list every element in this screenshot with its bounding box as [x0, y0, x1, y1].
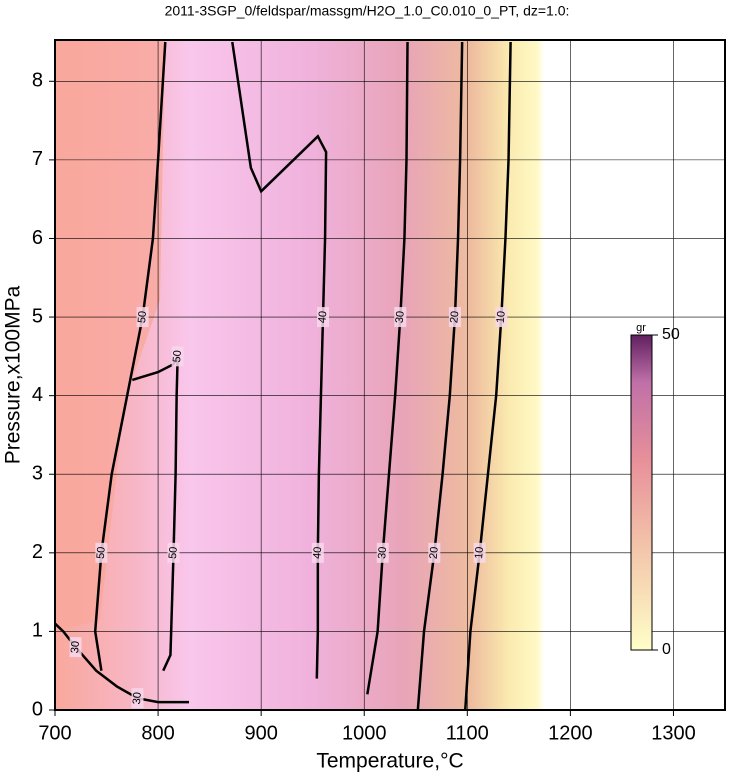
contour-label-bg — [448, 307, 461, 328]
contour-label: 50 — [136, 310, 149, 323]
contour-label-bg — [167, 542, 180, 563]
x-axis-label: Temperature,°C — [316, 750, 463, 773]
contour-line — [366, 41, 409, 695]
x-tick-label: 900 — [244, 722, 277, 744]
contour-label-bg — [376, 542, 389, 563]
contour-label: 50 — [171, 350, 184, 363]
contour-label: 40 — [316, 310, 329, 323]
contour-label: 10 — [473, 546, 486, 559]
contour-label-bg — [495, 307, 508, 328]
y-tick-label: 8 — [32, 70, 43, 92]
contour-label-bg — [473, 542, 486, 563]
contour-label: 30 — [69, 640, 82, 653]
contour-label: 30 — [131, 692, 144, 705]
x-tick-label: 1000 — [342, 722, 387, 744]
y-tick-label: 5 — [32, 305, 43, 327]
contour-line — [54, 622, 189, 704]
contour-label: 30 — [376, 546, 389, 559]
contour-line — [416, 41, 464, 711]
contour-label: 20 — [448, 310, 461, 323]
contour-line — [463, 41, 512, 711]
y-tick-label: 1 — [32, 620, 43, 642]
contour-label: 20 — [428, 546, 441, 559]
contour-label-bg — [394, 307, 407, 328]
field-region — [55, 40, 165, 630]
colorbar-tick-label: 50 — [662, 326, 680, 343]
colorbar-label: gr — [636, 322, 646, 334]
contour-label-bg — [136, 307, 149, 328]
contour-label-bg — [95, 542, 108, 563]
y-tick-label: 0 — [32, 698, 43, 720]
contour-label-bg — [428, 542, 441, 563]
y-tick-label: 3 — [32, 463, 43, 485]
colorbar — [630, 334, 653, 651]
y-tick-label: 4 — [32, 384, 43, 406]
contour-label-bg — [317, 307, 329, 328]
x-tick-label: 1300 — [651, 722, 696, 744]
chart-title: 2011-3SGP_0/feldspar/massgm/H2O_1.0_C0.0… — [165, 3, 570, 19]
contour-label-bg — [171, 346, 184, 367]
y-tick-label: 7 — [32, 148, 43, 170]
y-tick-label: 6 — [32, 227, 43, 249]
x-tick-label: 700 — [38, 722, 71, 744]
contour-label-bg — [69, 637, 82, 658]
contour-label: 50 — [167, 546, 180, 559]
colorbar-tick-label: 0 — [662, 641, 671, 658]
field — [55, 40, 725, 710]
contour-label: 50 — [95, 546, 108, 559]
contour-line — [131, 355, 179, 672]
x-tick-label: 1200 — [548, 722, 593, 744]
contour-line — [231, 41, 328, 679]
contour-label-bg — [311, 542, 324, 563]
contour-label: 30 — [394, 310, 407, 323]
x-tick-label: 1100 — [446, 722, 489, 744]
contour-label: 10 — [495, 310, 508, 323]
y-tick-label: 2 — [32, 541, 43, 563]
contour-label: 40 — [311, 546, 324, 559]
y-axis-label: Pressure,x100MPa — [2, 285, 25, 464]
x-tick-label: 800 — [141, 722, 174, 744]
contour-line — [93, 41, 167, 671]
contour-label-bg — [131, 688, 144, 709]
frame — [54, 39, 726, 711]
